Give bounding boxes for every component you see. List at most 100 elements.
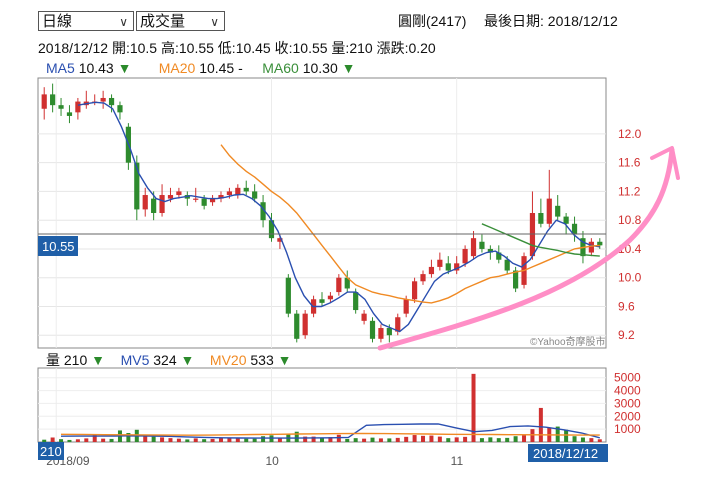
trend-annotation-arrowhead [650, 146, 680, 180]
candle-body [395, 317, 401, 332]
candle-body [378, 328, 384, 339]
down-arrow-icon: ▼ [277, 352, 292, 368]
candle-body [134, 162, 140, 210]
volume-tick-label: 2000 [614, 409, 641, 423]
volume-bar [227, 438, 232, 442]
chevron-down-icon: ∨ [119, 15, 128, 29]
ma5-value: 10.43 [78, 60, 114, 76]
price-tick-label: 10.0 [618, 271, 642, 285]
date-badge: 2018/12/12 [533, 446, 598, 461]
volume-bar [328, 437, 333, 442]
mv20-label: MV20 [209, 352, 247, 368]
last-date: 最後日期: 2018/12/12 [484, 13, 618, 29]
volume-bar [429, 435, 434, 442]
volume-bar [471, 373, 476, 442]
ma5-label: MA5 [46, 60, 75, 76]
volume-bar [597, 439, 602, 442]
price-tick-label: 11.6 [618, 156, 641, 170]
vol-badge-bg [38, 442, 64, 460]
period-select-value: 日線 [42, 13, 73, 30]
down-arrow-icon: ▼ [117, 60, 132, 76]
candle-body [462, 248, 468, 264]
candle-body [420, 274, 426, 282]
ma5-line [77, 101, 600, 333]
date-badge-bg [528, 444, 608, 462]
candle-body [411, 281, 418, 300]
ma20-value: 10.45 [199, 60, 235, 76]
candle-body [176, 191, 182, 196]
volume-bar [589, 438, 594, 442]
volume-bar [454, 437, 459, 442]
volume-bar [572, 436, 577, 442]
candle-body [193, 198, 199, 200]
candle-body [294, 313, 300, 339]
volume-bar [59, 439, 64, 442]
candle-body [285, 277, 291, 314]
x-tick-label: 10 [265, 454, 279, 468]
volume-bar [50, 437, 55, 442]
candle-body [437, 259, 443, 267]
price-tick-label: 11.2 [618, 184, 641, 198]
volume-bar [353, 438, 358, 442]
candle-body [100, 97, 106, 102]
volume-panel-frame [37, 367, 607, 443]
candle-body [369, 320, 376, 339]
volume-bar [42, 439, 47, 442]
volume-bar [362, 438, 367, 442]
candle-body [538, 213, 544, 224]
mv5-line [60, 423, 600, 439]
candle-body [75, 101, 81, 113]
volume-bar [370, 437, 375, 442]
vol-label: 量 [46, 352, 60, 368]
candle-body [546, 198, 552, 224]
ma20-line [220, 144, 600, 304]
candle-body [470, 238, 477, 257]
volume-bar [143, 435, 148, 442]
candle-body [167, 195, 174, 199]
candle-body [260, 202, 266, 221]
volume-bar [210, 438, 215, 442]
candle-body [319, 299, 325, 303]
price-badge-bg [38, 236, 78, 256]
ma60-line [481, 223, 600, 257]
ma-legend: MA5 10.43 ▼ MA20 10.45 - MA60 10.30 ▼ [46, 60, 356, 76]
candle-body [588, 241, 594, 253]
indicator-select-value: 成交量 [140, 13, 186, 30]
candle-body [479, 241, 485, 249]
volume-bar [320, 437, 324, 442]
candle-body [235, 187, 241, 196]
candle-body [571, 223, 578, 235]
candle-body [327, 295, 334, 300]
trend-annotation-arrow [377, 147, 675, 351]
volume-bar [421, 435, 426, 442]
volume-bar [185, 439, 190, 442]
vol-value: 210 [63, 352, 88, 368]
down-arrow-icon: ▼ [91, 352, 105, 368]
ma60-label: MA60 [262, 60, 299, 76]
volume-bar [168, 438, 173, 442]
volume-bar [580, 437, 585, 442]
volume-bar [109, 438, 114, 442]
candle-body [428, 266, 435, 275]
price-badge: 10.55 [42, 239, 75, 254]
candle-body [41, 94, 47, 109]
volume-bar [522, 435, 527, 442]
candle-body [513, 270, 519, 289]
volume-bar [496, 438, 501, 442]
volume-bar [252, 438, 257, 442]
down-arrow-icon: ▼ [180, 352, 195, 368]
volume-bar [294, 431, 299, 442]
candle-body [454, 263, 460, 271]
volume-bar [277, 438, 282, 442]
volume-bar [479, 438, 484, 442]
period-select[interactable]: 日線 ∨ [38, 11, 134, 31]
volume-bar [446, 438, 451, 442]
candle-body [201, 198, 207, 206]
volume-bar [235, 437, 240, 442]
indicator-select[interactable]: 成交量 ∨ [136, 11, 225, 31]
candle-body [66, 112, 73, 116]
volume-bar [395, 437, 400, 442]
volume-bar [505, 437, 510, 442]
x-tick-label: 11 [451, 454, 464, 468]
